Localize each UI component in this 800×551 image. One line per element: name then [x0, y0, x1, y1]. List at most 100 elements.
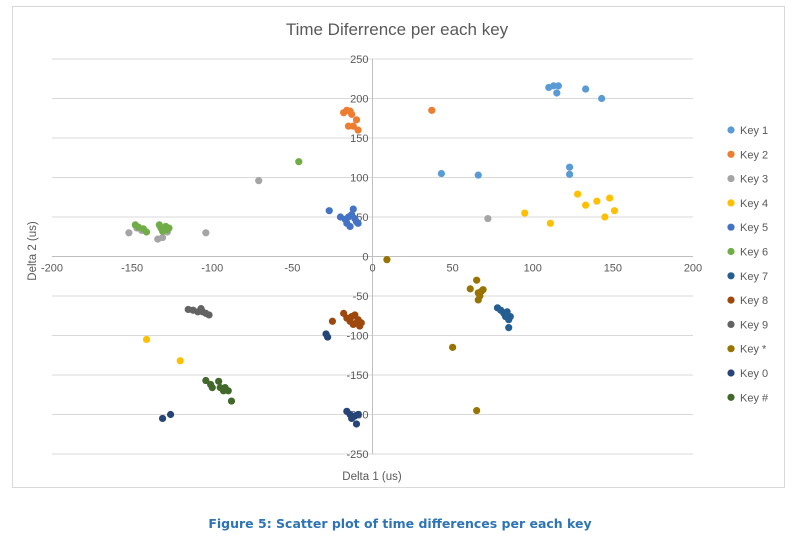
data-point	[158, 233, 167, 242]
x-tick-label: 100	[524, 263, 542, 275]
legend-label: Key *	[740, 344, 767, 356]
legend-label: Key 2	[740, 149, 768, 161]
legend: Key 1 Key 2 Key 3 Key 4 Key 5 Key 6 Key 7 Key 8…	[727, 125, 769, 404]
legend-label: Key 1	[740, 125, 768, 137]
data-point	[352, 420, 361, 428]
data-point	[383, 256, 391, 264]
y-tick-label: -150	[346, 370, 368, 382]
data-point	[215, 377, 223, 385]
legend-marker	[727, 175, 735, 183]
legend-marker	[727, 150, 735, 158]
x-tick-label: 50	[447, 263, 459, 275]
legend-marker	[727, 320, 735, 328]
data-point	[598, 94, 606, 103]
data-point	[582, 85, 590, 93]
data-point	[224, 387, 232, 395]
data-point	[142, 335, 151, 344]
data-points	[125, 82, 619, 428]
data-point	[324, 333, 332, 341]
data-point	[295, 158, 303, 166]
data-point	[566, 170, 574, 178]
data-point	[352, 116, 361, 124]
x-tick-label: -100	[201, 263, 223, 275]
data-point	[354, 219, 362, 227]
y-tick-label: -250	[346, 449, 368, 461]
data-point	[202, 376, 210, 385]
x-tick-label: 150	[604, 263, 622, 275]
legend-label: Key 5	[740, 222, 768, 234]
y-tick-label: -50	[353, 291, 369, 303]
data-point	[521, 209, 529, 217]
data-point	[325, 207, 333, 215]
data-point	[582, 201, 590, 209]
data-point	[354, 126, 362, 134]
legend-label: Key #	[740, 392, 769, 404]
data-point	[202, 229, 210, 237]
legend-label: Key 6	[740, 247, 768, 259]
data-point	[593, 197, 601, 205]
data-point	[255, 177, 263, 185]
data-point	[208, 384, 216, 392]
data-point	[328, 317, 337, 325]
chart-frame: Time Diferrence per each key -200 -150 -10…	[12, 6, 785, 488]
legend-marker	[727, 345, 735, 353]
x-axis-label: Delta 1 (us)	[342, 471, 402, 483]
legend-marker	[727, 247, 735, 256]
data-point	[473, 406, 481, 415]
data-point	[428, 106, 436, 114]
data-point	[357, 319, 365, 327]
y-tick-label: 250	[350, 54, 368, 66]
figure-caption: Figure 5: Scatter plot of time differenc…	[208, 516, 592, 531]
data-point	[479, 286, 487, 294]
data-point	[546, 219, 554, 227]
legend-marker	[727, 369, 735, 377]
legend-marker	[727, 223, 735, 231]
data-point	[158, 414, 167, 423]
data-point	[349, 205, 357, 213]
data-point	[348, 110, 356, 118]
y-axis-label: Delta 2 (us)	[27, 221, 39, 281]
x-tick-label: 200	[684, 263, 702, 275]
chart-title: Time Diferrence per each key	[286, 20, 509, 39]
legend-marker	[727, 199, 735, 207]
legend-label: Key 7	[740, 271, 768, 283]
scatter-chart: Time Diferrence per each key -200 -150 -10…	[27, 20, 769, 483]
data-point	[574, 190, 582, 198]
data-point	[125, 229, 133, 237]
y-tick-label: 0	[362, 252, 368, 264]
data-point	[606, 194, 614, 202]
data-point	[503, 311, 511, 319]
data-point	[474, 171, 482, 179]
data-point	[505, 324, 513, 332]
x-tick-label: -50	[284, 263, 300, 275]
data-point	[449, 343, 457, 351]
legend-marker	[727, 126, 735, 134]
x-tick-label: 0	[369, 263, 375, 275]
legend-label: Key 3	[740, 174, 768, 186]
y-tick-label: 100	[350, 173, 368, 185]
x-tick-label: -150	[121, 263, 143, 275]
axes	[52, 59, 693, 454]
data-point	[165, 224, 173, 232]
data-point	[227, 397, 236, 405]
legend-marker	[727, 296, 735, 304]
legend-label: Key 9	[740, 319, 768, 331]
legend-label: Key 8	[740, 295, 768, 307]
legend-label: Key 4	[740, 198, 768, 210]
data-point	[349, 122, 357, 130]
data-point	[205, 311, 213, 319]
data-point	[354, 410, 362, 419]
y-tick-label: 200	[350, 94, 368, 106]
x-tick-label: -200	[41, 263, 63, 275]
data-point	[554, 82, 562, 90]
data-point	[466, 285, 474, 293]
data-point	[437, 169, 446, 178]
data-point	[142, 228, 151, 236]
legend-marker	[727, 272, 735, 280]
data-point	[566, 163, 574, 171]
tick-labels: -200-150-100-50050100150200-250-200-150-…	[41, 54, 702, 461]
data-point	[610, 207, 619, 215]
data-point	[346, 222, 354, 231]
data-point	[484, 214, 492, 223]
data-point	[166, 410, 175, 419]
